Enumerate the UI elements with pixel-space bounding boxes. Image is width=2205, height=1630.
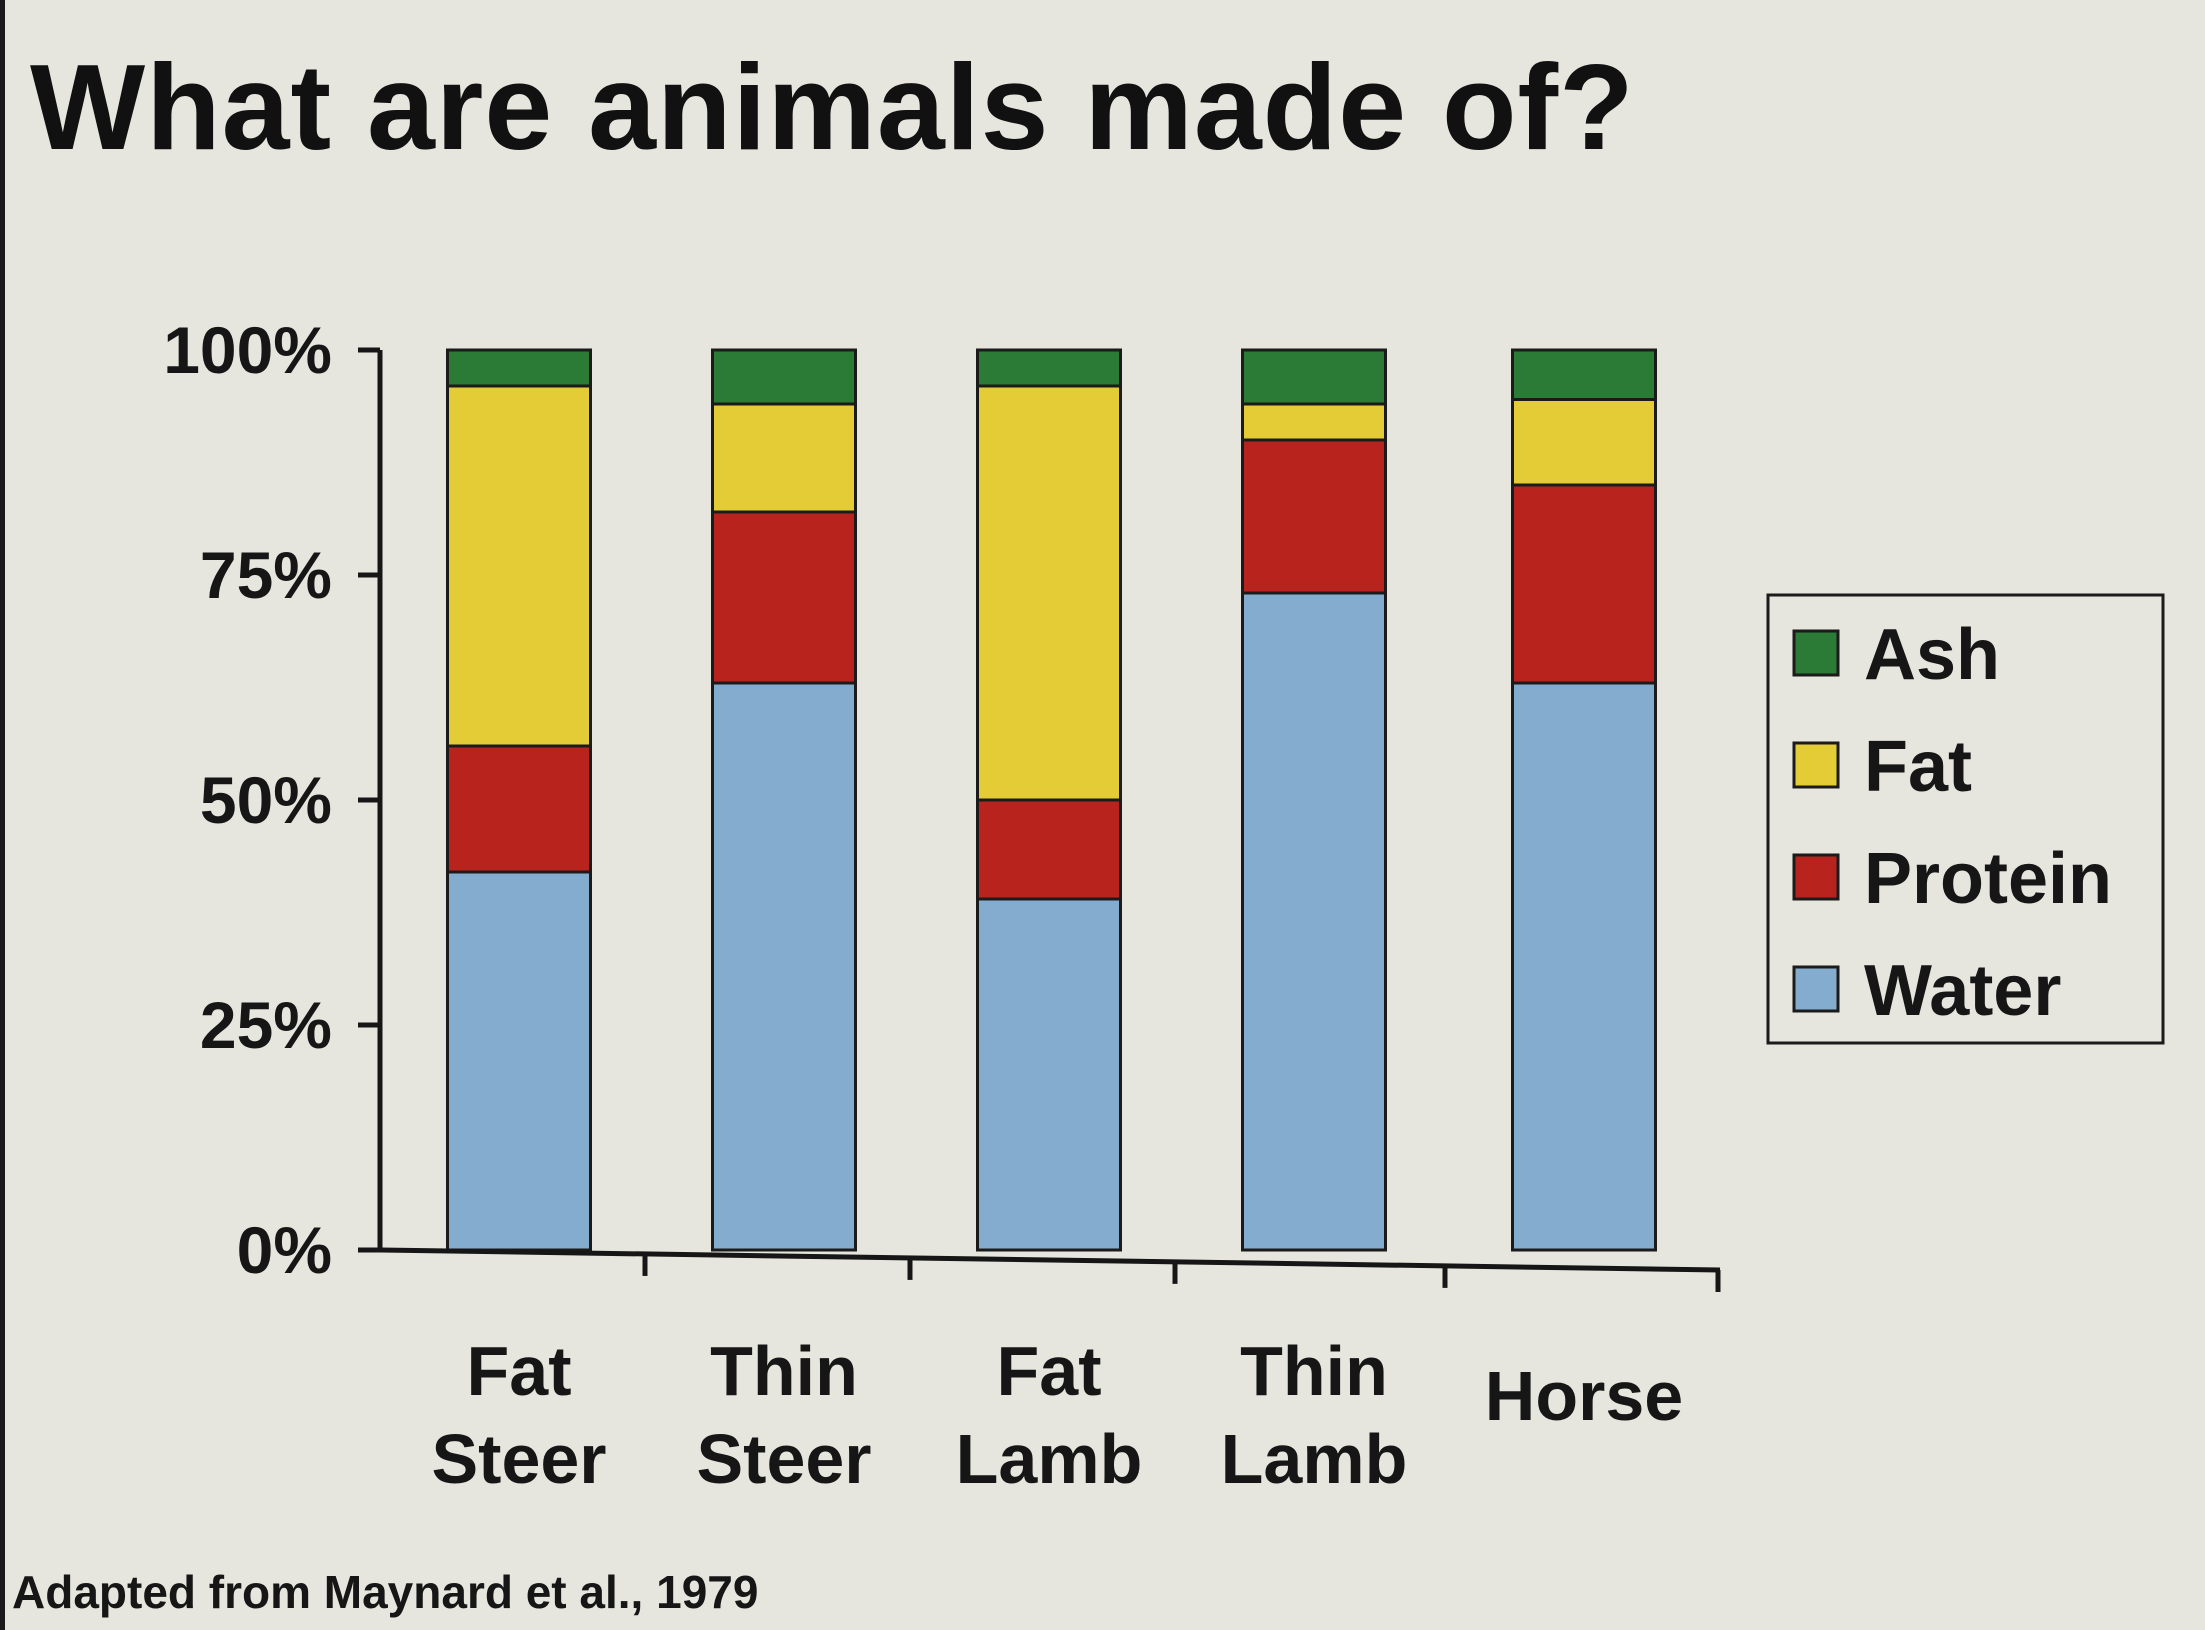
bar-segment-ash-5 — [1511, 348, 1657, 401]
x-tick-label-line: Horse — [1485, 1357, 1683, 1435]
x-tick-label-line: Thin — [1240, 1332, 1388, 1410]
legend-swatch-water — [1792, 965, 1840, 1013]
bar-segment-fat-3 — [976, 384, 1122, 802]
y-tick-label-25: 25% — [200, 988, 332, 1062]
y-tick-label-50: 50% — [200, 763, 332, 837]
x-tick-label-2: Thin Steer — [696, 1332, 871, 1498]
x-tick-label-line: Lamb — [956, 1420, 1143, 1498]
legend-label-ash: Ash — [1864, 615, 2000, 695]
axes-layer — [358, 347, 1721, 1292]
x-tick-label-5: Horse — [1485, 1357, 1683, 1435]
bar-segment-protein-2 — [711, 510, 857, 685]
bar-segment-fat-5 — [1511, 398, 1657, 487]
bar-segment-fat-4 — [1241, 402, 1387, 442]
bar-segment-protein-3 — [976, 798, 1122, 901]
legend-label-fat: Fat — [1864, 727, 1972, 807]
x-tick-label-line: Lamb — [1221, 1420, 1408, 1498]
legend: Ash Fat Protein Water — [1766, 593, 2165, 1045]
slide-left-border — [0, 0, 5, 1630]
bar-segment-water-4 — [1241, 591, 1387, 1252]
y-tick-label-0: 0% — [237, 1213, 332, 1287]
bar-segment-fat-2 — [711, 402, 857, 514]
y-tick-label-75: 75% — [200, 538, 332, 612]
slide-title: What are animals made of? — [30, 39, 1635, 175]
x-tick-label-line: Fat — [997, 1332, 1102, 1410]
legend-box — [1766, 593, 2165, 1045]
bar-segment-fat-1 — [446, 384, 592, 748]
x-tick-label-1: Fat Steer — [431, 1332, 606, 1498]
bar-segment-protein-4 — [1241, 438, 1387, 595]
legend-swatch-fat — [1792, 741, 1840, 789]
x-tick-label-4: Thin Lamb — [1221, 1332, 1408, 1498]
x-tick-label-line: Steer — [696, 1420, 871, 1498]
x-tick-label-line: Steer — [431, 1420, 606, 1498]
legend-swatch-protein — [1792, 853, 1840, 901]
legend-label-protein: Protein — [1864, 839, 2112, 919]
bar-segment-water-5 — [1511, 681, 1657, 1252]
source-citation: Adapted from Maynard et al., 1979 — [12, 1566, 759, 1618]
bar-segment-water-3 — [976, 897, 1122, 1252]
bar-segment-ash-2 — [711, 348, 857, 406]
bar-segment-ash-1 — [446, 348, 592, 388]
bar-segment-protein-5 — [1511, 483, 1657, 685]
bar-segment-protein-1 — [446, 744, 592, 874]
bar-segment-ash-4 — [1241, 348, 1387, 406]
y-tick-label-100: 100% — [163, 313, 332, 387]
x-tick-label-line: Fat — [467, 1332, 572, 1410]
x-axis-line — [379, 1247, 1721, 1273]
legend-swatch-ash — [1792, 629, 1840, 677]
legend-label-water: Water — [1864, 951, 2061, 1031]
bar-segment-water-1 — [446, 870, 592, 1252]
x-tick-label-3: Fat Lamb — [956, 1332, 1143, 1498]
bar-segment-ash-3 — [976, 348, 1122, 388]
bar-segment-water-2 — [711, 681, 857, 1252]
x-tick-label-line: Thin — [710, 1332, 858, 1410]
bars-layer — [446, 348, 1657, 1252]
